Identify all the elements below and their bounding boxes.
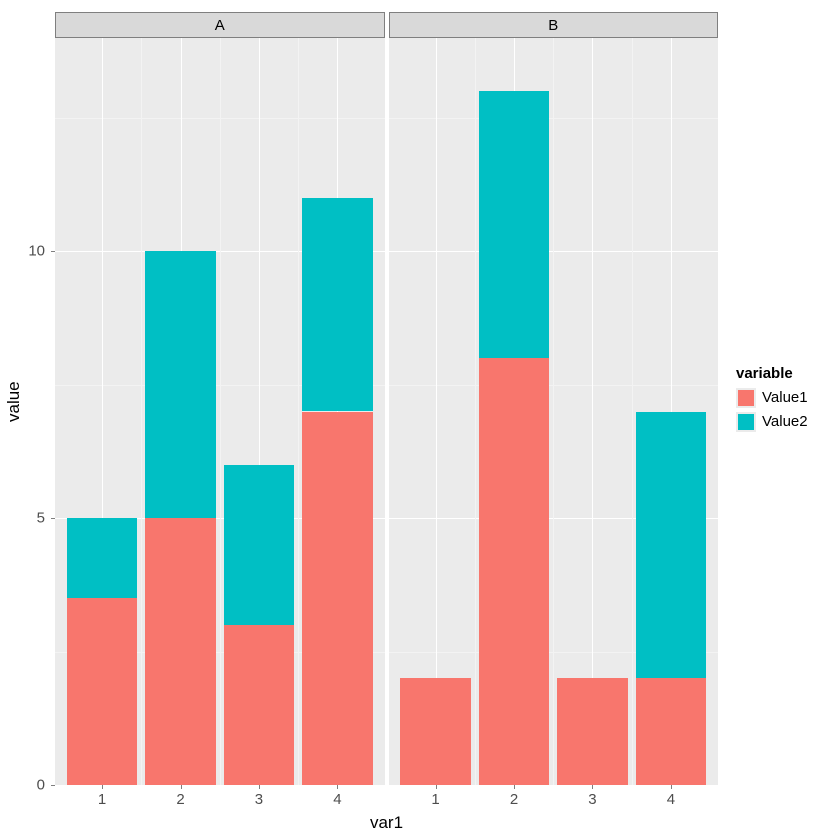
- x-tick: [102, 785, 103, 789]
- x-tick: [436, 785, 437, 789]
- facet-panel: [389, 38, 719, 785]
- facet-A: A: [55, 12, 385, 785]
- y-tick-label: 5: [37, 510, 45, 527]
- x-axis-title: var1: [370, 813, 403, 833]
- bar-segment: [479, 91, 550, 358]
- gridline-v-minor: [220, 38, 221, 785]
- facet-strip: A: [55, 12, 385, 38]
- x-tick-label: 4: [333, 791, 341, 808]
- bar-segment: [636, 678, 707, 785]
- gridline-v-minor: [632, 38, 633, 785]
- bar-segment: [67, 598, 138, 785]
- x-tick: [337, 785, 338, 789]
- bar-segment: [224, 465, 295, 625]
- facet-panel: [55, 38, 385, 785]
- gridline-v-minor: [141, 38, 142, 785]
- faceted-stacked-bar-chart: AB 0 5 10 1 2 3 4 1 2 3 4 value var1 variable Val…: [0, 0, 840, 839]
- facet-strip: B: [389, 12, 719, 38]
- gridline-v-major: [592, 38, 593, 785]
- gridline-v-minor: [298, 38, 299, 785]
- y-tick-label: 10: [28, 243, 45, 260]
- x-tick-label: 1: [431, 791, 439, 808]
- y-tick: [51, 518, 55, 519]
- bar-segment: [67, 518, 138, 598]
- x-tick-label: 2: [510, 791, 518, 808]
- legend-title: variable: [736, 365, 808, 382]
- legend-label: Value1: [762, 389, 808, 406]
- x-tick-label: 3: [255, 791, 263, 808]
- x-tick: [671, 785, 672, 789]
- bar-segment: [302, 198, 373, 411]
- bar-segment: [479, 358, 550, 785]
- y-tick: [51, 251, 55, 252]
- legend-item: Value1: [736, 388, 808, 408]
- x-tick: [514, 785, 515, 789]
- bar-segment: [400, 678, 471, 785]
- legend-swatch: [736, 388, 756, 408]
- bar-segment: [224, 625, 295, 785]
- x-tick-label: 3: [588, 791, 596, 808]
- legend-label: Value2: [762, 413, 808, 430]
- x-tick: [181, 785, 182, 789]
- gridline-v-minor: [553, 38, 554, 785]
- x-tick: [259, 785, 260, 789]
- bar-segment: [302, 412, 373, 786]
- bar-segment: [636, 412, 707, 679]
- legend-swatch: [736, 412, 756, 432]
- legend-items: Value1 Value2: [736, 388, 808, 432]
- x-tick: [592, 785, 593, 789]
- gridline-v-minor: [475, 38, 476, 785]
- legend: variable Value1 Value2: [736, 365, 808, 436]
- bar-segment: [557, 678, 628, 785]
- x-tick-label: 4: [667, 791, 675, 808]
- bar-segment: [145, 518, 216, 785]
- x-tick-label: 2: [176, 791, 184, 808]
- legend-item: Value2: [736, 412, 808, 432]
- y-tick-label: 0: [37, 777, 45, 794]
- gridline-v-major: [436, 38, 437, 785]
- facet-B: B: [389, 12, 719, 785]
- plot-area: AB: [55, 12, 718, 785]
- x-tick-label: 1: [98, 791, 106, 808]
- bar-segment: [145, 251, 216, 518]
- y-axis-title: value: [4, 402, 24, 422]
